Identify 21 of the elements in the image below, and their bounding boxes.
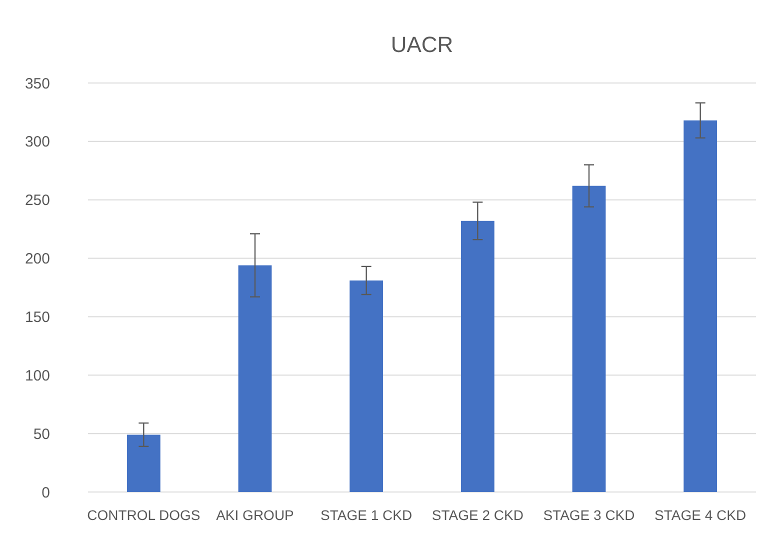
x-tick-label: STAGE 3 CKD [543,507,635,523]
y-tick-label: 300 [24,134,50,151]
y-tick-label: 150 [24,308,50,326]
x-tick-label: CONTROL DOGS [87,507,200,523]
bar [126,434,160,492]
y-tick-label: 250 [24,192,50,210]
y-tick-label: 200 [24,250,50,268]
x-tick-label: AKI GROUP [216,507,294,523]
chart-title: UACR [390,32,454,57]
bar [460,220,494,492]
bar [238,265,272,492]
bar [572,186,606,492]
x-tick-label: STAGE 1 CKD [320,507,412,523]
y-tick-label: 0 [42,484,50,502]
y-tick-label: 350 [24,75,50,92]
y-tick-label: 50 [33,426,50,443]
y-tick-label: 100 [24,367,50,384]
x-tick-label: STAGE 2 CKD [432,507,524,523]
bar [350,280,384,492]
bar [684,120,718,492]
x-tick-label: STAGE 4 CKD [654,507,746,523]
